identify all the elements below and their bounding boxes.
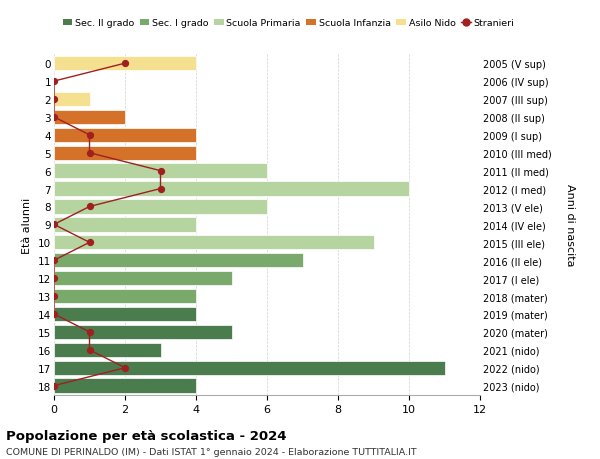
Bar [54,253,302,268]
Bar [54,307,196,321]
Point [85,347,94,354]
Point [49,382,59,390]
Point [85,239,94,246]
Point [49,78,59,85]
Bar [54,111,125,125]
Point [85,203,94,211]
Point [49,114,59,121]
Bar [54,164,267,179]
Y-axis label: Età alunni: Età alunni [22,197,32,253]
Bar [54,379,196,393]
Point [120,60,130,67]
Bar [54,325,232,339]
Bar [54,129,196,143]
Bar [54,361,445,375]
Point [49,257,59,264]
Bar [54,289,196,303]
Point [156,168,166,175]
Text: COMUNE DI PERINALDO (IM) - Dati ISTAT 1° gennaio 2024 - Elaborazione TUTTITALIA.: COMUNE DI PERINALDO (IM) - Dati ISTAT 1°… [6,448,416,457]
Point [49,275,59,282]
Bar [54,235,373,250]
Bar [54,93,89,107]
Point [85,150,94,157]
Point [156,185,166,193]
Point [49,311,59,318]
Bar [54,182,409,196]
Bar [54,218,196,232]
Bar [54,200,267,214]
Bar [54,343,161,357]
Bar [54,57,196,71]
Point [49,96,59,103]
Y-axis label: Anni di nascita: Anni di nascita [565,184,575,266]
Legend: Sec. II grado, Sec. I grado, Scuola Primaria, Scuola Infanzia, Asilo Nido, Stran: Sec. II grado, Sec. I grado, Scuola Prim… [59,16,518,32]
Point [85,329,94,336]
Bar [54,271,232,285]
Text: Popolazione per età scolastica - 2024: Popolazione per età scolastica - 2024 [6,429,287,442]
Point [120,364,130,372]
Point [49,221,59,229]
Point [85,132,94,139]
Bar [54,146,196,161]
Point [49,293,59,300]
